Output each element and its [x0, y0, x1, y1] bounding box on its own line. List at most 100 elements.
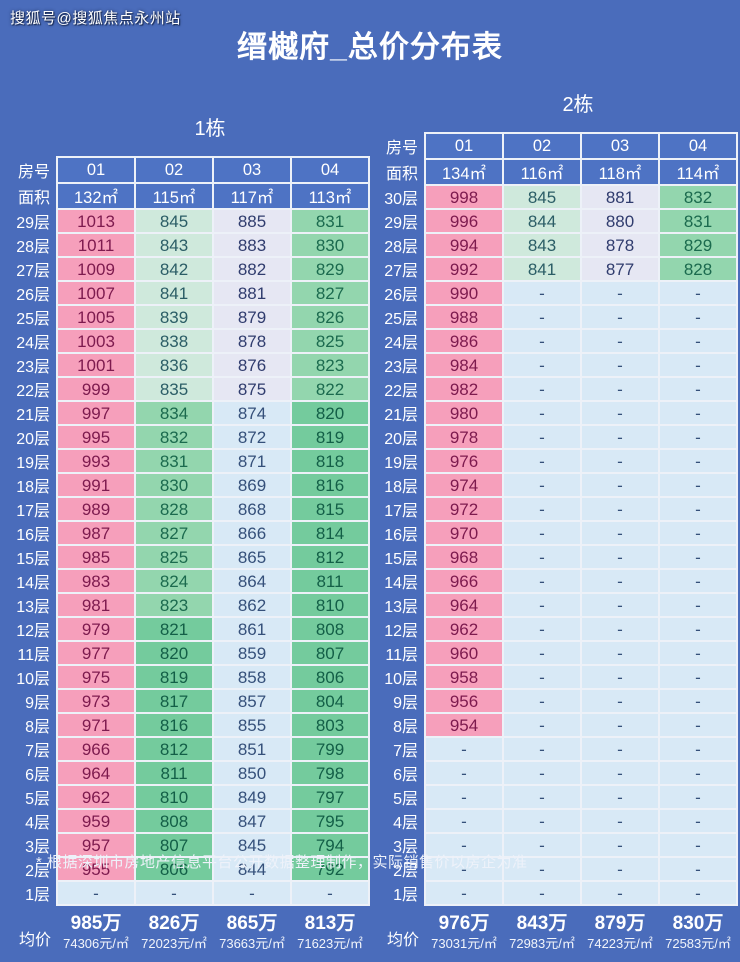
empty-price-cell: - — [502, 736, 582, 762]
empty-price-cell: - — [658, 376, 738, 402]
price-cell: 978 — [424, 424, 504, 450]
price-cell: 843 — [134, 232, 214, 258]
area-cell: 113㎡ — [290, 182, 370, 210]
price-cell: 880 — [580, 208, 660, 234]
empty-price-cell: - — [502, 712, 582, 738]
price-cell: 881 — [580, 184, 660, 210]
floor-label: 28层 — [384, 239, 418, 256]
price-cell: 831 — [134, 448, 214, 474]
floor-label: 1层 — [25, 887, 50, 904]
avg-row: 均价 985万 74306元/㎡ 826万 72023元/㎡ 865万 73663元/㎡ 81… — [8, 905, 369, 962]
empty-price-cell: - — [658, 784, 738, 810]
price-cell: 976 — [424, 448, 504, 474]
price-cell: 986 — [424, 328, 504, 354]
floor-label: 23层 — [16, 359, 50, 376]
floor-label: 18层 — [384, 479, 418, 496]
floor-row: 28层 1011 843 883 830 — [8, 232, 370, 258]
avg-header-label: 均价 — [386, 931, 419, 949]
price-cell: 972 — [424, 496, 504, 522]
empty-price-cell: - — [502, 880, 582, 906]
watermark: 搜狐号@搜狐焦点永州站 — [10, 10, 181, 27]
price-cell: 985 — [56, 544, 136, 570]
avg-unit-price: 72023元/㎡ — [141, 935, 207, 951]
avg-total-price: 985万 — [70, 913, 122, 934]
floor-row: 25层 988- - - — [376, 304, 738, 330]
floor-row: 30层 998 845 881 832 — [376, 184, 738, 210]
floor-label: 14层 — [16, 575, 50, 592]
area-cell: 118㎡ — [580, 158, 660, 186]
empty-price-cell: - — [580, 352, 660, 378]
floor-label: 28层 — [16, 239, 50, 256]
floor-label: 26层 — [384, 287, 418, 304]
floor-row: 2层 955 806 844 792 — [8, 856, 370, 882]
empty-price-cell: - — [502, 784, 582, 810]
price-cell: 991 — [56, 472, 136, 498]
area-cell: 117㎡ — [212, 182, 292, 210]
floor-label: 11层 — [17, 647, 50, 664]
floor-row: 20层 995 832 872 819 — [8, 424, 370, 450]
price-cell: 799 — [290, 736, 370, 762]
floor-row: 22层 982- - - — [376, 376, 738, 402]
avg-total-price: 830万 — [672, 913, 724, 934]
price-cell: 831 — [658, 208, 738, 234]
floor-row: 9层 956- - - — [376, 688, 738, 714]
price-cell: 825 — [290, 328, 370, 354]
floor-row: 12层 962- - - — [376, 616, 738, 642]
area-cell: 115㎡ — [134, 182, 214, 210]
avg-row: 均价 976万 73031元/㎡ 843万 72983元/㎡ 879万 74223元/㎡ 83… — [376, 905, 737, 962]
price-cell: 858 — [212, 664, 292, 690]
floor-label: 20层 — [16, 431, 50, 448]
room-number-cell: 01 — [424, 132, 504, 160]
floor-label: 24层 — [16, 335, 50, 352]
price-cell: 982 — [424, 376, 504, 402]
price-cell: 849 — [212, 784, 292, 810]
price-cell: 954 — [424, 712, 504, 738]
floor-row: 17层 989 828 868 815 — [8, 496, 370, 522]
price-cell: 958 — [424, 664, 504, 690]
floor-row: 22层 999 835 875 822 — [8, 376, 370, 402]
price-cell: 798 — [290, 760, 370, 786]
empty-price-cell: - — [502, 856, 582, 882]
floor-row: 6层 964 811 850 798 — [8, 760, 370, 786]
room-number-cell: 02 — [502, 132, 582, 160]
tables-container: 1栋 房号 01 02 03 04 面积 132㎡ 115㎡ 117㎡ 113㎡ 29层 1013 845… — [8, 88, 738, 962]
price-cell: 859 — [212, 640, 292, 666]
price-cell: 843 — [502, 232, 582, 258]
price-cell: 957 — [56, 832, 136, 858]
price-cell: 868 — [212, 496, 292, 522]
empty-price-cell: - — [658, 640, 738, 666]
price-cell: 836 — [134, 352, 214, 378]
price-cell: 983 — [56, 568, 136, 594]
price-cell: 845 — [502, 184, 582, 210]
price-cell: 881 — [212, 280, 292, 306]
price-cell: 872 — [212, 424, 292, 450]
price-cell: 971 — [56, 712, 136, 738]
floor-row: 3层 957 807 845 794 — [8, 832, 370, 858]
floor-label: 10层 — [16, 671, 50, 688]
floor-row: 26层 990- - - — [376, 280, 738, 306]
empty-price-cell: - — [290, 880, 370, 906]
empty-price-cell: - — [580, 808, 660, 834]
floor-label: 16层 — [384, 527, 418, 544]
floor-row: 29层 1013 845 885 831 — [8, 208, 370, 234]
price-cell: 815 — [290, 496, 370, 522]
floor-row: 23层 984- - - — [376, 352, 738, 378]
price-table: 房号 01 02 03 04 面积 134㎡ 116㎡ 118㎡ 114㎡ 30层 998 845 881… — [376, 132, 738, 962]
floor-row: 2层 - - - - — [376, 856, 738, 882]
floor-label: 25层 — [16, 311, 50, 328]
price-cell: 997 — [56, 400, 136, 426]
empty-price-cell: - — [658, 616, 738, 642]
price-cell: 816 — [134, 712, 214, 738]
price-cell: 828 — [658, 256, 738, 282]
price-cell: 835 — [134, 376, 214, 402]
empty-price-cell: - — [502, 352, 582, 378]
empty-price-cell: - — [580, 448, 660, 474]
price-cell: 1005 — [56, 304, 136, 330]
empty-price-cell: - — [658, 760, 738, 786]
price-cell: 832 — [134, 424, 214, 450]
price-cell: 820 — [290, 400, 370, 426]
price-cell: 865 — [212, 544, 292, 570]
empty-price-cell: - — [580, 496, 660, 522]
floor-label: 4层 — [393, 815, 418, 832]
floor-label: 8层 — [25, 719, 50, 736]
